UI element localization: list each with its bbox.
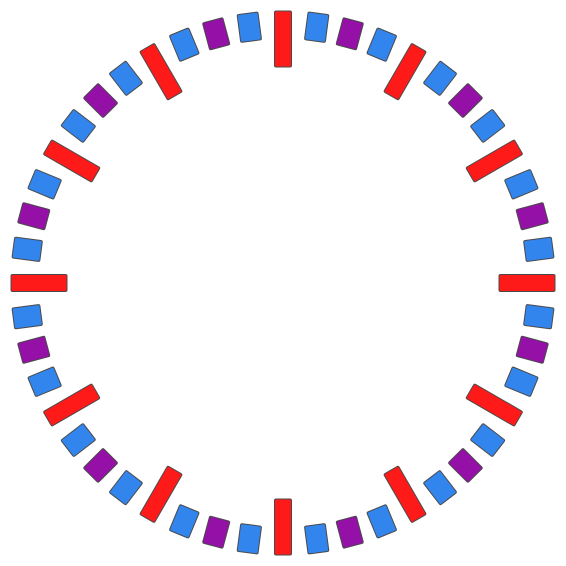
hour-marker-segment	[139, 465, 183, 523]
blue-segment	[423, 60, 457, 96]
blue-segment	[236, 523, 262, 555]
blue-segment	[504, 366, 539, 397]
blue-block	[304, 523, 330, 555]
hour-marker-bar	[139, 465, 183, 523]
blue-segment	[470, 423, 506, 457]
purple-block	[202, 17, 231, 51]
hour-marker-bar	[274, 10, 292, 68]
blue-segment	[11, 236, 43, 262]
blue-block	[11, 304, 43, 330]
hour-marker-segment	[465, 383, 523, 427]
blue-block	[523, 304, 555, 330]
blue-segment	[423, 470, 457, 506]
blue-block	[366, 504, 397, 539]
blue-block	[60, 423, 96, 457]
hour-marker-segment	[274, 498, 292, 556]
blue-segment	[366, 27, 397, 62]
hour-marker-bar	[465, 383, 523, 427]
blue-block	[236, 523, 262, 555]
purple-block	[448, 83, 483, 118]
purple-block	[17, 335, 51, 364]
blue-block	[470, 423, 506, 457]
purple-block	[202, 515, 231, 549]
blue-segment	[304, 11, 330, 43]
hour-marker-segment	[465, 139, 523, 183]
purple-segment	[83, 448, 118, 483]
blue-segment	[523, 304, 555, 330]
blue-block	[236, 11, 262, 43]
purple-block	[335, 515, 364, 549]
blue-block	[27, 169, 62, 200]
blue-block	[523, 236, 555, 262]
purple-segment	[202, 17, 231, 51]
blue-block	[60, 109, 96, 143]
blue-segment	[304, 523, 330, 555]
blue-segment	[523, 236, 555, 262]
purple-block	[515, 202, 549, 231]
purple-block	[515, 335, 549, 364]
purple-segment	[515, 335, 549, 364]
hour-marker-bar	[43, 139, 101, 183]
blue-block	[27, 366, 62, 397]
purple-segment	[202, 515, 231, 549]
blue-segment	[504, 169, 539, 200]
hour-marker-bar	[10, 274, 68, 292]
hour-marker-bar	[498, 274, 556, 292]
blue-segment	[236, 11, 262, 43]
hour-marker-segment	[383, 465, 427, 523]
hour-marker-bar	[465, 139, 523, 183]
blue-segment	[169, 27, 200, 62]
purple-segment	[448, 83, 483, 118]
purple-block	[83, 83, 118, 118]
purple-segment	[335, 17, 364, 51]
hour-marker-segment	[274, 10, 292, 68]
purple-block	[335, 17, 364, 51]
blue-segment	[27, 366, 62, 397]
blue-block	[470, 109, 506, 143]
blue-block	[504, 169, 539, 200]
hour-marker-segment	[43, 383, 101, 427]
purple-segment	[17, 335, 51, 364]
purple-segment	[448, 448, 483, 483]
blue-segment	[60, 109, 96, 143]
blue-segment	[60, 423, 96, 457]
blue-block	[423, 470, 457, 506]
purple-segment	[335, 515, 364, 549]
blue-block	[366, 27, 397, 62]
blue-segment	[11, 304, 43, 330]
blue-block	[11, 236, 43, 262]
hour-marker-bar	[139, 43, 183, 101]
hour-marker-bar	[274, 498, 292, 556]
hour-marker-segment	[498, 274, 556, 292]
purple-block	[17, 202, 51, 231]
purple-block	[83, 448, 118, 483]
hour-marker-bar	[383, 465, 427, 523]
blue-segment	[109, 60, 143, 96]
blue-block	[504, 366, 539, 397]
hour-marker-segment	[383, 43, 427, 101]
purple-segment	[17, 202, 51, 231]
blue-block	[304, 11, 330, 43]
purple-segment	[83, 83, 118, 118]
hour-marker-segment	[139, 43, 183, 101]
hour-marker-segment	[10, 274, 68, 292]
blue-segment	[366, 504, 397, 539]
blue-block	[109, 60, 143, 96]
blue-block	[169, 27, 200, 62]
hour-marker-segment	[43, 139, 101, 183]
blue-block	[169, 504, 200, 539]
hour-marker-bar	[43, 383, 101, 427]
hour-marker-bar	[383, 43, 427, 101]
blue-block	[109, 470, 143, 506]
blue-block	[423, 60, 457, 96]
purple-segment	[515, 202, 549, 231]
blue-segment	[470, 109, 506, 143]
blue-segment	[109, 470, 143, 506]
purple-block	[448, 448, 483, 483]
blue-segment	[27, 169, 62, 200]
blue-segment	[169, 504, 200, 539]
